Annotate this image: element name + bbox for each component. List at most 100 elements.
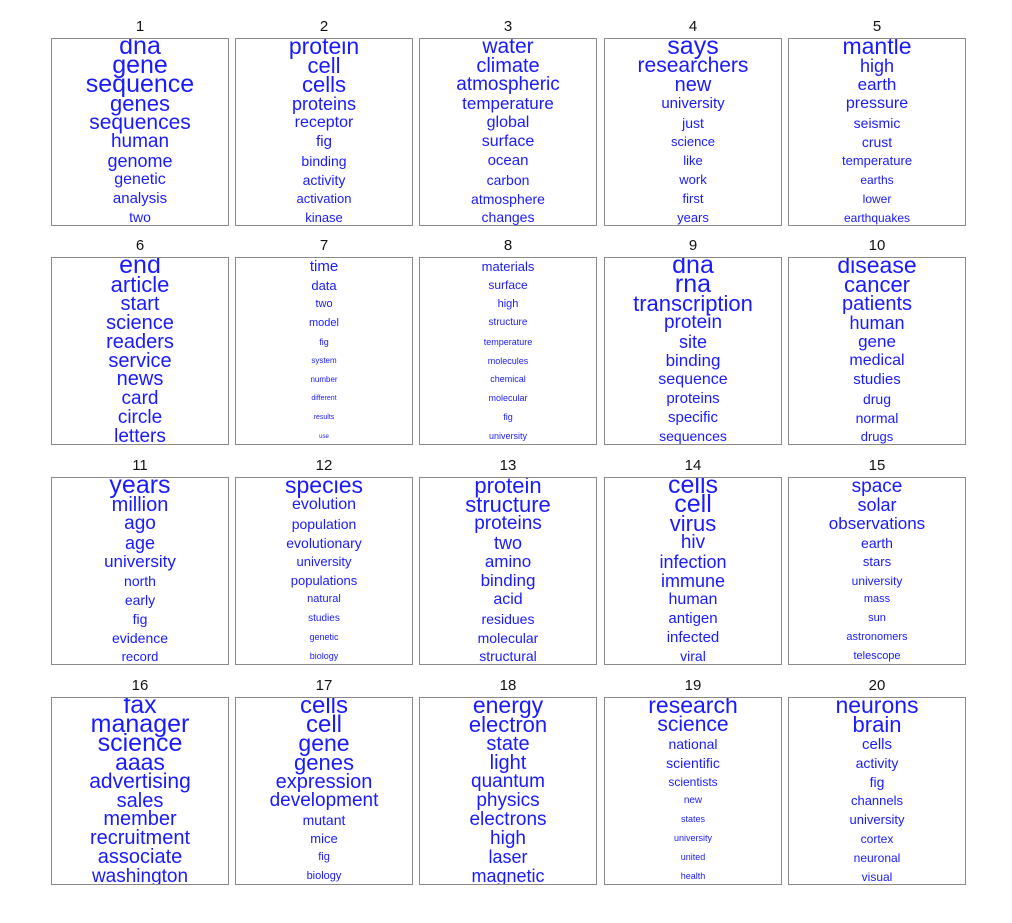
topic-word: carbon	[486, 171, 530, 188]
topic-word: hiv	[680, 532, 706, 554]
topic-word: sales	[116, 789, 164, 812]
topic-word-box: species evolution population evolutionary un…	[235, 477, 413, 665]
topic-word: activity	[302, 171, 346, 188]
topic-number: 2	[319, 18, 329, 35]
topic-word: expression	[275, 770, 373, 793]
topic-word: visual	[861, 869, 893, 884]
topic-word: temperature	[462, 94, 554, 114]
topic-5: 5 mantle high earth pressure seismic crust temp…	[788, 18, 966, 226]
topic-word: molecules	[487, 355, 529, 366]
topic-word: site	[678, 331, 707, 352]
topic-word: structure	[465, 491, 551, 517]
topic-word: age	[124, 532, 156, 553]
topic-word: quantum	[471, 771, 545, 793]
topic-number: 8	[503, 237, 513, 254]
topic-word: card	[121, 387, 159, 409]
topic-word: fig	[503, 412, 513, 423]
topic-word: earth	[861, 535, 893, 551]
topic-word: two	[493, 532, 522, 553]
topic-word: university	[673, 833, 712, 844]
topic-word: cancer	[843, 271, 911, 297]
topic-11: 11 years million ago age university north early…	[51, 457, 229, 665]
topic-word: disease	[837, 257, 917, 279]
topic-word: activity	[855, 755, 899, 771]
topic-word: evidence	[111, 629, 169, 646]
topic-word: neuronal	[853, 850, 901, 865]
topic-word: fax	[123, 697, 157, 720]
topic-4: 4 says researchers new university just science…	[604, 18, 782, 226]
topic-word: first	[682, 191, 704, 207]
topic-word: brain	[852, 711, 902, 737]
topic-word: cells	[861, 735, 892, 753]
topic-word: lower	[862, 191, 892, 206]
topic-word: genome	[107, 150, 173, 171]
topic-word: gene	[298, 730, 350, 757]
topic-number: 3	[503, 18, 513, 35]
topic-word: mantle	[842, 38, 912, 60]
topic-14: 14 cells cell virus hiv infection immune human a…	[604, 457, 782, 665]
topic-word: researchers	[637, 54, 749, 78]
topic-word: earthquakes	[843, 210, 911, 225]
topic-word: use	[319, 433, 329, 440]
topic-word: binding	[480, 571, 536, 591]
topic-word: space	[851, 477, 903, 497]
topic-word-box: water climate atmospheric temperature global…	[419, 38, 597, 226]
topic-word-box: space solar observations earth stars universi…	[788, 477, 966, 665]
topic-word: structure	[488, 317, 528, 329]
topic-word: crust	[861, 133, 893, 150]
topic-word: national	[668, 736, 718, 753]
topic-8: 8 materials surface high structure temperatur…	[419, 237, 597, 445]
topic-word: sun	[868, 612, 886, 625]
topic-number: 20	[868, 677, 886, 694]
topic-word: virus	[669, 510, 717, 536]
topic-word: proteins	[291, 93, 357, 114]
topic-word: populations	[290, 573, 358, 589]
topic-word: drugs	[860, 428, 894, 444]
topic-word: evolution	[291, 496, 357, 514]
topic-word: university	[104, 552, 176, 572]
topic-word: drug	[862, 390, 892, 407]
topic-word: circle	[117, 406, 163, 428]
topic-word: studies	[853, 371, 901, 389]
topic-word: sequences	[89, 111, 191, 135]
topic-word: mice	[310, 831, 338, 847]
topic-13: 13 protein structure proteins two amino bindin…	[419, 457, 597, 665]
topic-number: 9	[688, 237, 698, 254]
topic-word: university	[296, 554, 352, 570]
topic-15: 15 space solar observations earth stars univer…	[788, 457, 966, 665]
topic-word: service	[108, 349, 172, 372]
topic-word: pressure	[845, 94, 909, 112]
topic-word: biology	[306, 870, 342, 883]
topic-word: proteins	[666, 390, 720, 408]
topic-word: cells	[667, 477, 718, 500]
topic-word: normal	[855, 409, 899, 426]
topic-19: 19 research science national scientific scien…	[604, 677, 782, 885]
topic-17: 17 cells cell gene genes expression developmen…	[235, 677, 413, 885]
topic-number: 4	[688, 18, 698, 35]
topic-number: 15	[868, 457, 886, 474]
topic-16: 16 fax manager science aaas advertising sales m…	[51, 677, 229, 885]
topic-word: climate	[476, 54, 540, 77]
topic-word: laser	[488, 847, 528, 868]
topic-word: news	[116, 368, 164, 391]
topic-word: gene	[112, 51, 168, 80]
topic-word: atmospheric	[456, 74, 560, 96]
topic-word: results	[313, 414, 335, 422]
topic-word: materials	[481, 258, 535, 274]
topic-word-box: mantle high earth pressure seismic crust tempe…	[788, 38, 966, 226]
topic-word: dna	[672, 257, 714, 280]
topic-word: molecular	[488, 393, 528, 404]
topic-word: years	[677, 209, 709, 225]
topic-word: data	[311, 277, 337, 293]
topic-word: new	[683, 795, 703, 806]
topic-word: fig	[318, 851, 330, 864]
topic-number: 18	[499, 677, 517, 694]
topic-word-box: research science national scientific scienti…	[604, 697, 782, 885]
topic-word: state	[486, 732, 530, 755]
topic-word: changes	[481, 209, 535, 226]
topic-word: patients	[841, 292, 913, 315]
topic-word: biology	[309, 651, 339, 662]
topic-word-box: time data two model fig system number different…	[235, 257, 413, 445]
topic-word: genetic	[114, 170, 166, 188]
topic-7: 7 time data two model fig system number differen…	[235, 237, 413, 445]
